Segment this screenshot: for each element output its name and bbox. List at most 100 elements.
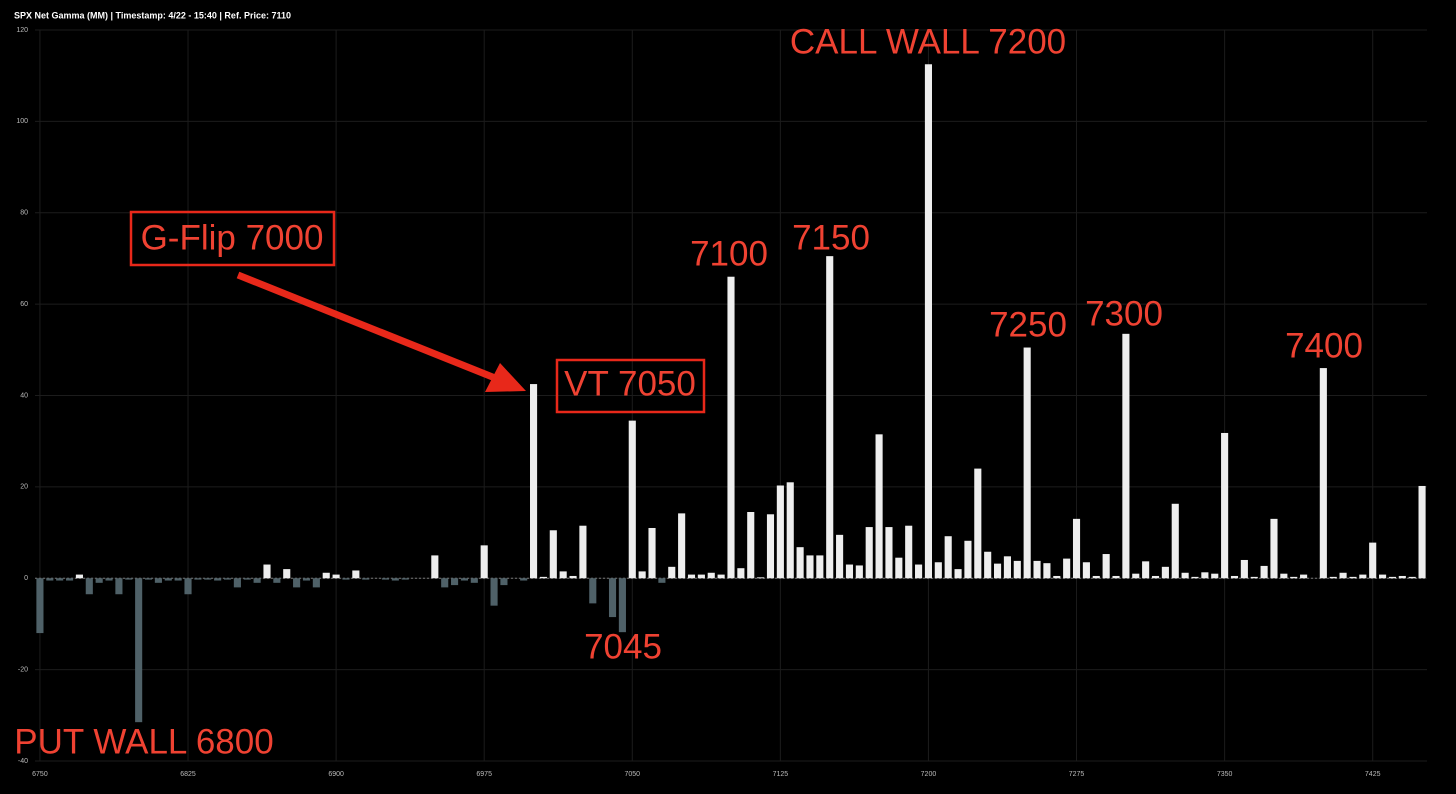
bar <box>678 513 686 579</box>
bar <box>559 571 567 579</box>
bar <box>1408 576 1416 579</box>
x-tick-label: 7275 <box>1069 771 1085 778</box>
bar <box>194 578 202 580</box>
bar <box>293 578 301 588</box>
bar <box>776 485 784 579</box>
bar <box>845 564 854 579</box>
bar <box>1369 542 1377 579</box>
bar <box>1359 574 1367 579</box>
bar <box>668 566 676 579</box>
annotation-box <box>555 358 706 414</box>
annotation: 7150 <box>792 218 870 257</box>
bar <box>223 578 232 580</box>
bar <box>1191 576 1199 579</box>
x-tick-label: 6825 <box>180 771 196 778</box>
bar <box>1151 575 1160 579</box>
annotation: PUT WALL 6800 <box>14 722 273 761</box>
bar <box>470 578 478 583</box>
bar <box>65 578 74 581</box>
bar <box>1280 573 1288 579</box>
bar <box>1082 562 1090 579</box>
bar <box>1319 368 1327 579</box>
bar <box>1221 432 1229 579</box>
bar <box>934 562 942 579</box>
bar <box>529 384 538 579</box>
bar <box>362 578 370 580</box>
bar <box>1013 560 1021 579</box>
bar <box>1290 576 1298 579</box>
bar <box>381 578 390 580</box>
bar <box>1201 572 1209 579</box>
bar <box>638 571 646 579</box>
bar <box>826 256 834 579</box>
bar <box>658 578 666 583</box>
arrow <box>236 271 502 384</box>
bar <box>875 434 883 579</box>
x-tick-label: 7200 <box>921 771 937 778</box>
bar <box>1072 518 1081 579</box>
bar <box>816 555 824 579</box>
bar <box>865 527 873 579</box>
bar <box>204 578 212 580</box>
y-tick-label: 100 <box>16 118 28 125</box>
bar <box>144 578 153 580</box>
arrow-head <box>485 363 526 392</box>
bar <box>214 578 222 581</box>
bar <box>628 420 636 579</box>
bar <box>944 536 952 579</box>
y-tick-label: -20 <box>18 666 28 673</box>
bar <box>1092 575 1100 579</box>
bar <box>1230 575 1239 579</box>
x-tick-label: 6750 <box>32 771 48 778</box>
bar <box>1339 572 1347 579</box>
bar <box>451 578 459 586</box>
bar <box>766 514 775 579</box>
bar <box>1053 575 1061 579</box>
bar <box>115 578 123 595</box>
bar <box>836 534 844 579</box>
bar <box>95 578 103 583</box>
annotation: CALL WALL 7200 <box>790 22 1066 61</box>
x-tick-label: 7125 <box>773 771 789 778</box>
bar <box>85 578 93 595</box>
bar <box>401 578 409 580</box>
y-tick-label: 60 <box>20 301 28 308</box>
bar <box>549 530 557 579</box>
bar <box>895 557 903 579</box>
bar <box>520 578 528 581</box>
bar <box>1349 576 1357 579</box>
bar <box>1260 565 1268 579</box>
x-tick-label: 6900 <box>328 771 344 778</box>
y-tick-label: 120 <box>16 27 28 34</box>
bar <box>302 578 311 581</box>
bar <box>273 578 281 583</box>
bar <box>717 574 725 579</box>
annotation: 7250 <box>989 305 1067 344</box>
bar <box>993 563 1002 579</box>
bar <box>757 577 765 579</box>
bar <box>154 578 162 583</box>
bar <box>747 512 755 579</box>
annotation: 7400 <box>1285 326 1363 365</box>
y-tick-label: 40 <box>20 392 28 399</box>
bar <box>1161 566 1169 579</box>
annotation-box <box>129 210 336 267</box>
bar <box>105 578 113 581</box>
bar <box>579 525 587 579</box>
bar <box>490 578 498 606</box>
bar <box>786 482 794 579</box>
bar <box>125 578 133 580</box>
bar <box>924 64 933 579</box>
bar <box>480 545 488 579</box>
bar <box>806 555 814 579</box>
bar <box>1300 574 1308 579</box>
bar <box>431 555 439 579</box>
bar <box>1181 572 1189 579</box>
bar <box>1240 559 1248 579</box>
bar <box>1250 576 1258 579</box>
bar <box>460 578 469 581</box>
annotation: G-Flip 7000 <box>141 218 324 257</box>
bar <box>589 578 597 604</box>
bar <box>727 276 735 579</box>
bar <box>1043 563 1051 579</box>
